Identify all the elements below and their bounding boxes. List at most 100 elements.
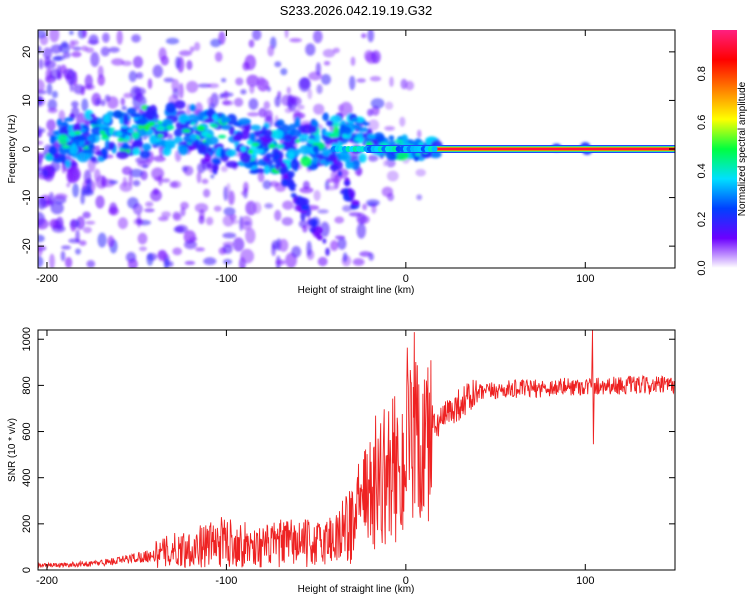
spectrogram-blob bbox=[109, 129, 114, 135]
spectrogram-blob bbox=[217, 134, 227, 139]
spectrogram-x-label: Height of straight line (km) bbox=[298, 285, 415, 296]
spectrogram-blob bbox=[80, 192, 85, 205]
spectrogram-blob bbox=[358, 153, 367, 163]
spectrogram-blob bbox=[203, 257, 217, 266]
spectrogram-y-label: Frequency (Hz) bbox=[7, 115, 18, 184]
spectrogram-blob bbox=[102, 152, 108, 160]
spectrogram-blob bbox=[183, 165, 194, 176]
spectrogram-blob bbox=[132, 203, 143, 215]
spectrogram-blob bbox=[317, 256, 328, 267]
spectrogram-blob bbox=[152, 64, 163, 78]
x-tick-label: -200 bbox=[36, 273, 58, 285]
spectrogram-blob bbox=[63, 117, 74, 122]
spectrogram-blob bbox=[130, 113, 142, 118]
spectrogram-blob bbox=[222, 232, 237, 239]
spectrogram-blob bbox=[49, 68, 61, 80]
spectrogram-blob bbox=[131, 133, 140, 140]
spectrogram-blob bbox=[101, 176, 106, 188]
spectrogram-blob bbox=[81, 98, 89, 112]
spectrogram-blob bbox=[145, 201, 154, 207]
spectrogram-blob bbox=[416, 194, 423, 201]
spectrogram-blob bbox=[328, 155, 336, 161]
spectrogram-blob bbox=[221, 78, 227, 83]
spectrogram-blob bbox=[249, 84, 255, 94]
spectrogram-blob bbox=[330, 240, 339, 252]
spectrogram-blob bbox=[352, 258, 365, 266]
spectrogram-blob bbox=[280, 124, 290, 135]
spectrogram-blob bbox=[319, 159, 327, 165]
spectrogram-blob bbox=[389, 76, 394, 88]
y-tick-label: -10 bbox=[21, 190, 33, 206]
spectrogram-blob bbox=[94, 168, 101, 182]
spectrogram-blob bbox=[38, 58, 44, 70]
spectrogram-blob bbox=[352, 124, 361, 129]
spectrogram-blob bbox=[326, 120, 334, 127]
spectrogram-blob bbox=[158, 47, 167, 62]
spectrogram-blob bbox=[330, 115, 342, 123]
colorbar-tick-label: 0.0 bbox=[696, 260, 708, 275]
spectrogram-blob bbox=[50, 160, 61, 172]
spectrogram-blob bbox=[271, 240, 280, 250]
spectrogram-blob bbox=[337, 237, 347, 250]
y-tick-label: -20 bbox=[21, 238, 33, 254]
spectrogram-blob bbox=[341, 134, 348, 138]
spectrogram-blob bbox=[223, 258, 233, 265]
spectrogram-blob bbox=[356, 222, 366, 239]
spectrogram-blob bbox=[201, 148, 207, 155]
spectrogram-blob bbox=[287, 173, 294, 179]
spectrogram-blob bbox=[276, 144, 284, 149]
spectrogram-blob bbox=[370, 98, 385, 109]
spectrogram-blob bbox=[337, 104, 344, 112]
spectrogram-blob bbox=[280, 68, 288, 76]
spectrogram-blob bbox=[358, 127, 369, 133]
spectrogram-blob bbox=[183, 230, 196, 244]
spectrogram-blob bbox=[49, 253, 55, 268]
y-tick-label: 800 bbox=[21, 376, 33, 394]
spectrogram-blob bbox=[386, 170, 399, 182]
spectrogram-blob bbox=[82, 211, 91, 219]
spectrogram-blob bbox=[164, 139, 176, 149]
spectrogram-blob bbox=[313, 30, 323, 44]
spectrogram-blob bbox=[368, 119, 380, 131]
spectrogram-blob bbox=[65, 159, 71, 169]
spectrogram-blob bbox=[88, 143, 95, 150]
spectrogram-blob bbox=[210, 38, 222, 48]
spectrogram-blob bbox=[417, 129, 422, 139]
spectrogram-blob bbox=[315, 62, 321, 76]
spectrogram-blob bbox=[66, 167, 75, 184]
spectrogram-blob bbox=[175, 224, 188, 234]
spectrogram-blob bbox=[170, 180, 182, 189]
spectrogram-blob bbox=[58, 42, 71, 54]
spectrogram-blob bbox=[38, 234, 45, 243]
spectrogram-blob bbox=[125, 135, 131, 141]
spectrogram-blob bbox=[265, 129, 273, 137]
spectrogram-blob bbox=[213, 205, 222, 212]
spectrogram-blob bbox=[187, 145, 197, 151]
spectrogram-blob bbox=[150, 189, 162, 202]
spectrogram-blob bbox=[127, 258, 138, 268]
spectrogram-blob bbox=[362, 121, 370, 126]
spectrogram-blob bbox=[371, 204, 377, 214]
spectrogram-blob bbox=[263, 165, 270, 175]
spectrogram-blob bbox=[194, 138, 200, 147]
spectrogram-blob bbox=[137, 232, 148, 245]
spectrogram-blob bbox=[69, 76, 74, 92]
spectrogram-blob bbox=[323, 60, 331, 66]
spectrogram-blob bbox=[75, 248, 81, 255]
spectrogram-blob bbox=[405, 80, 415, 91]
spectrogram-blob bbox=[157, 216, 169, 222]
spectrogram-blob bbox=[157, 134, 164, 138]
spectrogram-x-axis: -200 -100 0 100 bbox=[36, 30, 594, 285]
spectrogram-blob bbox=[263, 145, 270, 152]
spectrogram-blob bbox=[297, 137, 309, 143]
spectrogram-blob bbox=[178, 145, 189, 156]
spectrogram-blob bbox=[199, 209, 205, 220]
spectrogram-blob bbox=[64, 257, 73, 268]
spectrogram-blob bbox=[107, 235, 115, 247]
spectrogram-blob bbox=[102, 32, 110, 43]
colorbar-tick-label: 0.8 bbox=[696, 66, 708, 81]
spectrogram-blob bbox=[274, 95, 281, 108]
spectrogram-blob bbox=[194, 203, 209, 213]
spectrogram-blob bbox=[307, 138, 316, 145]
spectrogram-blob bbox=[317, 209, 329, 214]
